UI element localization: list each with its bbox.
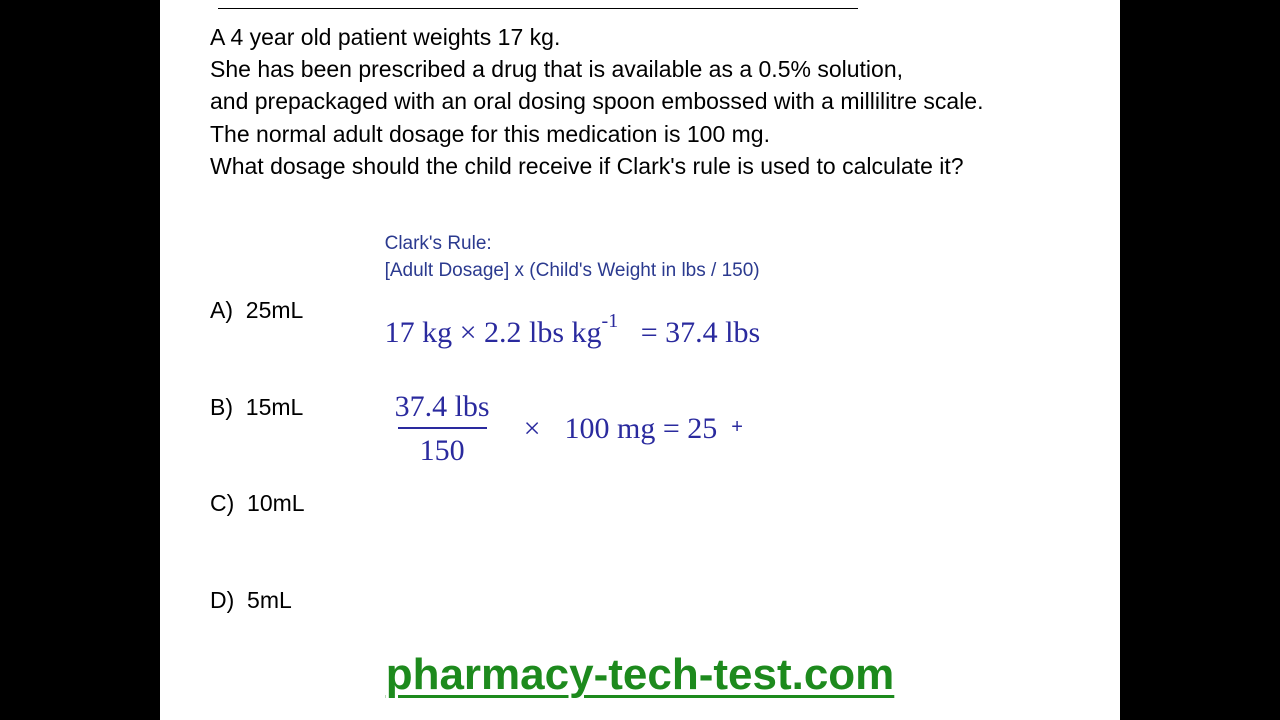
dosage-calc-line: 37.4 lbs 150 × 100 mg = 25 +	[385, 389, 1070, 469]
fraction-denominator: 150	[398, 427, 487, 469]
slide-content: A 4 year old patient weights 17 kg. She …	[160, 0, 1120, 720]
conversion-line: 17 kg × 2.2 lbs kg-1 = 37.4 lbs	[385, 313, 1070, 351]
footer-url[interactable]: pharmacy-tech-test.com	[160, 650, 1120, 700]
question-line: and prepackaged with an oral dosing spoo…	[210, 85, 1070, 117]
hw-exponent: -1	[602, 310, 619, 332]
fraction: 37.4 lbs 150	[385, 389, 500, 469]
option-d: D) 5mL	[210, 584, 305, 616]
cursor-icon: +	[731, 415, 743, 439]
option-c: C) 10mL	[210, 487, 305, 519]
rule-title: Clark's Rule:	[385, 230, 1070, 258]
question-line: What dosage should the child receive if …	[210, 150, 1070, 182]
letterbox-right	[1120, 0, 1280, 720]
hw-text: = 37.4 lbs	[641, 316, 760, 349]
question-line: She has been prescribed a drug that is a…	[210, 53, 1070, 85]
hw-text: 17 kg ×	[385, 316, 477, 349]
options-and-work-row: A) 25mL B) 15mL C) 10mL D) 5mL Clark's R…	[210, 230, 1070, 681]
answer-options: A) 25mL B) 15mL C) 10mL D) 5mL	[210, 230, 305, 681]
clarks-rule-heading: Clark's Rule: [Adult Dosage] x (Child's …	[385, 230, 1070, 285]
letterbox-left	[0, 0, 160, 720]
question-text: A 4 year old patient weights 17 kg. She …	[210, 21, 1070, 182]
question-line: The normal adult dosage for this medicat…	[210, 118, 1070, 150]
rule-formula: [Adult Dosage] x (Child's Weight in lbs …	[385, 257, 1070, 285]
times-sign: ×	[524, 411, 541, 447]
question-line: A 4 year old patient weights 17 kg.	[210, 21, 1070, 53]
top-divider	[218, 8, 858, 9]
hw-text: 100 mg = 25	[565, 411, 718, 447]
fraction-numerator: 37.4 lbs	[385, 389, 500, 427]
worked-solution: Clark's Rule: [Adult Dosage] x (Child's …	[385, 230, 1070, 681]
hw-text: 2.2 lbs kg	[484, 316, 602, 349]
option-a: A) 25mL	[210, 294, 305, 326]
option-b: B) 15mL	[210, 391, 305, 423]
